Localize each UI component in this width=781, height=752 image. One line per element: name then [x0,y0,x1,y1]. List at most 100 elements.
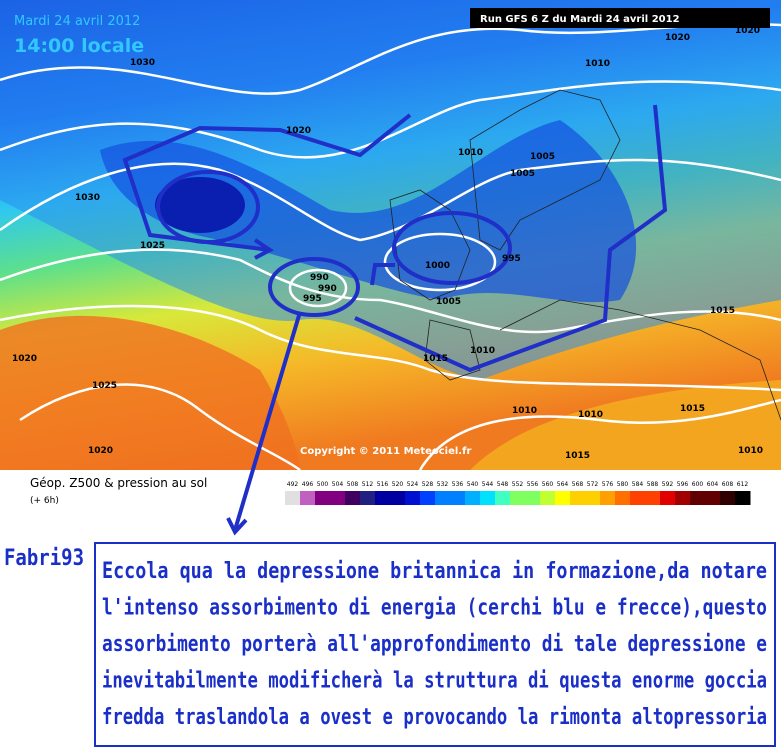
scale-cell [390,491,406,505]
scale-cell [465,491,481,505]
scale-label: 540 [467,481,479,488]
scale-label: 576 [602,481,614,488]
scale-label: 596 [677,481,689,488]
scale-cell [525,491,541,505]
warm-region [470,380,781,470]
scale-cell [405,491,421,505]
scale-cell [690,491,706,505]
scale-cell [630,491,646,505]
weather-map: Mardi 24 avril 2012 14:00 locale Run GFS… [0,0,781,536]
scale-label: 604 [707,481,719,488]
scale-cell [450,491,466,505]
isobar-label: 990 [310,273,329,283]
scale-label: 552 [512,481,524,488]
scale-cell [495,491,511,505]
scale-label: 512 [362,481,374,488]
scale-label: 496 [302,481,314,488]
copyright: Copyright © 2011 Meteociel.fr [300,446,471,457]
isobar-label: 1010 [470,346,495,356]
comment-line: l'intenso assorbimento di energia (cerch… [102,596,767,621]
scale-cell [540,491,556,505]
scale-cell [570,491,586,505]
scale-label: 556 [527,481,539,488]
comment-line: assorbimento porterà all'approfondimento… [102,632,767,657]
coastlines [389,89,781,421]
scale-label: 564 [557,481,569,488]
isobar-label: 1005 [510,169,535,179]
legend-step: (+ 6h) [30,496,59,506]
scale-label: 544 [482,481,494,488]
scale-cell [330,491,346,505]
run: Run GFS 6 Z du Mardi 24 avril 2012 [480,14,680,25]
author: Fabri93 [4,546,84,571]
isobar-label: 995 [502,254,521,264]
scale-cell [615,491,631,505]
scale-cell [510,491,526,505]
isobar-label: 995 [303,294,322,304]
isobar-label: 1020 [12,354,37,364]
legend-title: Géop. Z500 & pression au sol [30,476,207,490]
scale-label: 516 [377,481,389,488]
scale-label: 608 [722,481,734,488]
annotations [122,104,668,536]
scale-cell [345,491,361,505]
scale-label: 492 [287,481,299,488]
scale-cell [660,491,676,505]
comment-line: inevitabilmente modificherà la struttura… [102,669,767,694]
scale-cell [645,491,661,505]
scale-label: 508 [347,481,359,488]
isobar-label: 1025 [140,241,165,251]
comment-box [94,542,776,747]
isobar-label: 1020 [735,26,760,36]
time: 14:00 locale [14,35,144,57]
isobar-label: 1020 [286,126,311,136]
scale-label: 532 [437,481,449,488]
scale-label: 528 [422,481,434,488]
isobar-label: 1020 [88,446,113,456]
isobar-label: 1015 [423,354,448,364]
scale-cell [720,491,736,505]
scale-cell [285,491,301,505]
scale-cell [420,491,436,505]
isobar-label: 1020 [665,33,690,43]
low-region [100,120,637,303]
isobar-label: 1030 [130,58,155,68]
scale-cell [735,491,751,505]
scale-cell [300,491,316,505]
isobar-label: 1025 [92,381,117,391]
scale-cell [675,491,691,505]
isobar-label: 1030 [75,193,100,203]
scale-label: 572 [587,481,599,488]
scale-label: 568 [572,481,584,488]
scale-cell [705,491,721,505]
isobar-label: 1000 [425,261,450,271]
deep-low [155,177,245,233]
scale-cell [600,491,616,505]
scale-label: 612 [737,481,749,488]
scale-label: 524 [407,481,419,488]
scale-cell [360,491,376,505]
scale-label: 536 [452,481,464,488]
scale-label: 580 [617,481,629,488]
warm-region [0,315,300,470]
scale-label: 600 [692,481,704,488]
comment-line: Eccola qua la depressione britannica in … [102,559,767,584]
scale-label: 520 [392,481,404,488]
scale-label: 504 [332,481,344,488]
scale-cell [480,491,496,505]
isobar-label: 1005 [436,297,461,307]
scale-label: 588 [647,481,659,488]
scale-cell [375,491,391,505]
scale-label: 584 [632,481,644,488]
scale-cell [585,491,601,505]
isobar-label: 1010 [512,406,537,416]
isobar-label: 1015 [680,404,705,414]
run-box [470,8,770,28]
scale-label: 560 [542,481,554,488]
comment-line: fredda traslandola a ovest e provocando … [102,705,767,730]
scale-cell [315,491,331,505]
scale-label: 592 [662,481,674,488]
isobar-label: 1010 [458,148,483,158]
scale-cell [435,491,451,505]
